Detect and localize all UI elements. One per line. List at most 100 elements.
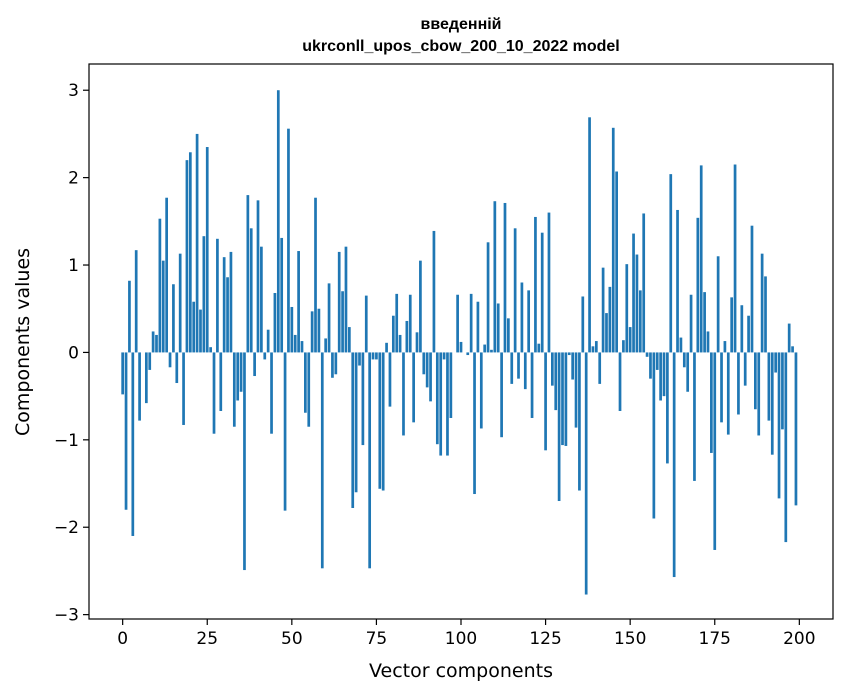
bar-112 — [500, 352, 503, 438]
bar-55 — [307, 352, 311, 427]
y-tick-label: 0 — [68, 343, 79, 363]
bar-41 — [260, 246, 263, 353]
bar-161 — [666, 352, 669, 464]
x-tick-label: 175 — [699, 629, 731, 649]
x-axis-ticks: 0 25 50 75 100 125 150 175 200 — [117, 619, 816, 649]
x-tick-label: 75 — [366, 629, 388, 649]
bar-88 — [419, 260, 422, 353]
bar-22 — [195, 133, 199, 353]
bar-13 — [165, 197, 168, 353]
bar-32 — [229, 251, 233, 353]
bar-70 — [358, 352, 361, 366]
bar-7 — [144, 352, 148, 404]
bar-89 — [422, 352, 426, 375]
bar-1 — [124, 352, 128, 510]
bars-group — [121, 90, 798, 595]
bar-18 — [182, 352, 185, 425]
bar-197 — [787, 323, 791, 353]
bar-106 — [479, 352, 483, 429]
bar-129 — [557, 352, 561, 502]
bar-128 — [554, 352, 558, 411]
y-tick-label: −3 — [54, 606, 79, 626]
bar-119 — [523, 352, 527, 390]
bar-45 — [273, 292, 277, 353]
bar-108 — [486, 242, 490, 353]
bar-177 — [720, 352, 723, 423]
x-tick-label: 150 — [614, 629, 646, 649]
bar-74 — [371, 352, 375, 360]
bar-146 — [615, 171, 618, 353]
bar-111 — [496, 303, 500, 353]
bar-117 — [517, 352, 520, 379]
bar-2 — [128, 280, 131, 353]
bar-113 — [503, 202, 507, 353]
bar-158 — [655, 352, 659, 370]
bar-91 — [429, 352, 432, 402]
bar-174 — [710, 352, 713, 453]
bar-130 — [561, 352, 564, 446]
y-tick-label: 2 — [68, 169, 79, 189]
bar-103 — [469, 293, 473, 353]
bar-14 — [168, 352, 172, 368]
x-tick-label: 50 — [281, 629, 303, 649]
bar-171 — [699, 165, 703, 353]
bar-109 — [490, 349, 493, 353]
bar-160 — [662, 352, 666, 397]
bar-139 — [591, 346, 595, 353]
bar-79 — [388, 352, 392, 407]
bar-96 — [446, 352, 449, 456]
bar-165 — [679, 337, 683, 353]
bar-49 — [287, 128, 290, 353]
bar-99 — [456, 294, 459, 353]
bar-15 — [172, 284, 175, 353]
bar-87 — [415, 332, 419, 353]
bar-148 — [622, 340, 625, 353]
bar-116 — [513, 228, 517, 353]
bar-12 — [161, 260, 165, 353]
bar-31 — [226, 277, 229, 353]
bar-133 — [571, 352, 575, 380]
bar-136 — [581, 296, 585, 353]
bar-80 — [391, 315, 395, 353]
bar-152 — [635, 254, 639, 353]
x-tick-label: 200 — [783, 629, 815, 649]
bar-29 — [219, 352, 223, 411]
bar-95 — [442, 352, 446, 360]
bar-10 — [155, 334, 158, 353]
bar-81 — [395, 293, 399, 353]
bar-124 — [540, 232, 544, 353]
bar-159 — [659, 352, 662, 401]
x-tick-label: 125 — [529, 629, 561, 649]
bar-179 — [726, 352, 730, 435]
bar-59 — [320, 352, 324, 569]
bar-114 — [507, 318, 510, 353]
bar-121 — [530, 352, 534, 418]
bar-63 — [334, 352, 338, 375]
bar-34 — [236, 352, 240, 401]
bar-43 — [266, 329, 270, 353]
bar-4 — [134, 250, 138, 353]
bar-199 — [794, 352, 798, 506]
bar-71 — [361, 352, 365, 446]
bar-163 — [672, 352, 676, 578]
bar-193 — [774, 352, 778, 373]
bar-61 — [327, 283, 331, 353]
bar-25 — [205, 147, 209, 353]
bar-149 — [625, 264, 629, 353]
bar-123 — [537, 343, 541, 353]
bar-27 — [212, 352, 216, 434]
bar-93 — [435, 352, 439, 445]
bar-137 — [584, 352, 588, 595]
bar-192 — [770, 352, 774, 455]
bar-151 — [632, 233, 635, 353]
bar-132 — [567, 352, 571, 356]
bar-65 — [341, 291, 344, 353]
bar-144 — [608, 286, 612, 353]
bar-68 — [351, 352, 355, 508]
bar-186 — [750, 225, 754, 353]
bar-84 — [405, 320, 409, 353]
bar-180 — [730, 297, 734, 353]
bar-162 — [669, 174, 673, 353]
bar-28 — [216, 238, 219, 353]
bar-120 — [527, 290, 531, 353]
